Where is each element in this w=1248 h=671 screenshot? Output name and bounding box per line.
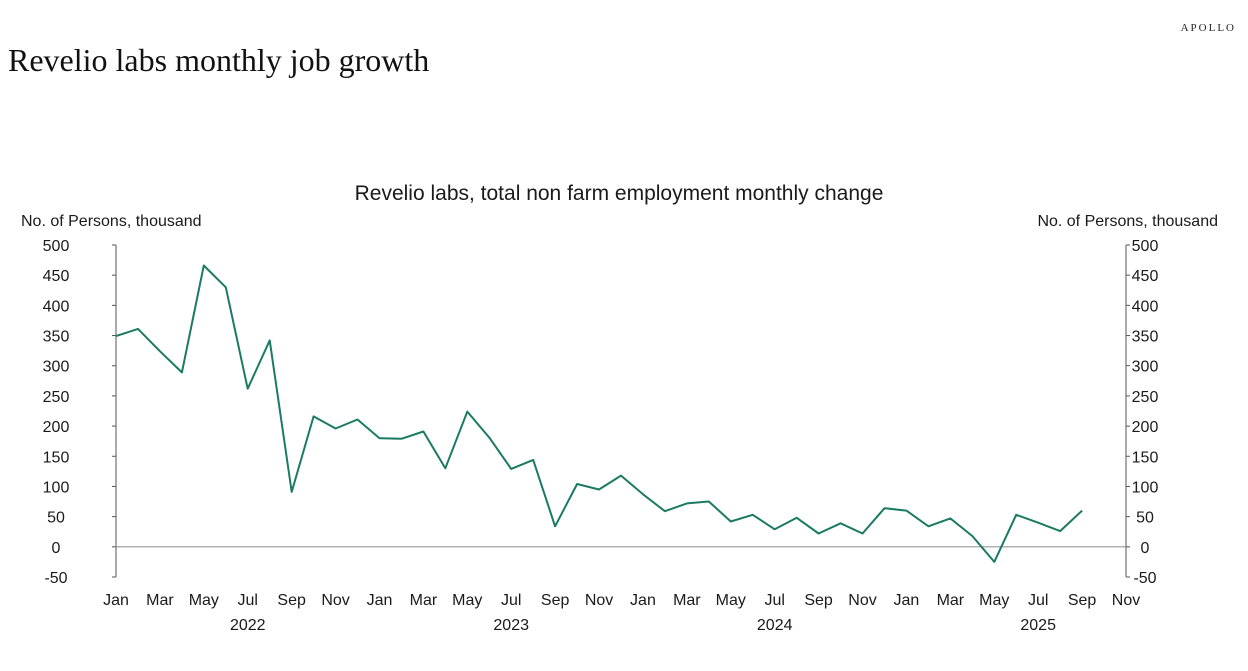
y-tick-label-right: 50	[1136, 510, 1154, 527]
y-tick-label-right: -50	[1133, 570, 1156, 587]
y-tick-label-right: 500	[1132, 238, 1159, 255]
y-tick-label-left: 300	[43, 359, 70, 376]
x-tick-label: Nov	[321, 592, 349, 609]
y-ticks-left: -50 0 50 100 150 200 250 300 350 400 450 500	[43, 238, 116, 587]
x-tick-label: Sep	[541, 592, 570, 609]
x-tick-label: May	[716, 592, 746, 609]
y-axis-left-label: No. of Persons, thousand	[21, 213, 202, 230]
y-tick-label-left: 100	[43, 479, 70, 496]
x-tick-label: Nov	[848, 592, 876, 609]
year-label: 2023	[493, 617, 529, 634]
x-tick-label: May	[979, 592, 1009, 609]
x-tick-label: May	[452, 592, 482, 609]
x-tick-label: Jan	[894, 592, 920, 609]
y-tick-label-left: 400	[43, 298, 70, 315]
axes	[115, 245, 1127, 577]
year-label: 2024	[757, 617, 793, 634]
x-ticks: Jan Mar May Jul Sep Nov Jan Mar May Jul Sep Nov Jan M…	[103, 592, 1140, 609]
year-labels: 2022 2023 2024 2025	[230, 617, 1056, 634]
x-tick-label: Jan	[367, 592, 393, 609]
brand-logo-text: APOLLO	[1180, 22, 1236, 34]
year-label: 2025	[1020, 617, 1056, 634]
y-tick-label-left: 50	[47, 510, 65, 527]
y-tick-label-left: 450	[43, 268, 70, 285]
x-tick-label: Sep	[1068, 592, 1097, 609]
y-tick-label-left: 150	[43, 449, 70, 466]
x-tick-label: Jul	[238, 592, 258, 609]
y-tick-label-left: 500	[43, 238, 70, 255]
y-tick-label-right: 350	[1132, 329, 1159, 346]
y-tick-label-right: 300	[1132, 359, 1159, 376]
x-tick-label: Mar	[673, 592, 701, 609]
x-tick-label: Mar	[937, 592, 965, 609]
y-tick-label-left: 250	[43, 389, 70, 406]
year-label: 2022	[230, 617, 266, 634]
x-tick-label: Mar	[146, 592, 174, 609]
x-tick-label: Jan	[103, 592, 129, 609]
y-tick-label-left: -50	[44, 570, 67, 587]
x-tick-label: Mar	[410, 592, 438, 609]
y-ticks-right: -50 0 50 100 150 200 250 300 350 400 450 500	[1126, 238, 1158, 587]
x-tick-label: May	[189, 592, 219, 609]
x-tick-label: Jan	[630, 592, 656, 609]
y-tick-label-left: 0	[52, 540, 61, 557]
y-tick-label-right: 250	[1132, 389, 1159, 406]
x-tick-label: Nov	[585, 592, 613, 609]
x-tick-label: Nov	[1112, 592, 1140, 609]
chart-title: Revelio labs, total non farm employment …	[355, 182, 884, 205]
x-tick-label: Jul	[501, 592, 521, 609]
page-title: Revelio labs monthly job growth	[8, 42, 430, 78]
y-tick-label-left: 200	[43, 419, 70, 436]
y-tick-label-right: 150	[1132, 449, 1159, 466]
x-tick-label: Jul	[1028, 592, 1048, 609]
x-tick-label: Sep	[804, 592, 833, 609]
x-tick-label: Jul	[764, 592, 784, 609]
y-tick-label-right: 200	[1132, 419, 1159, 436]
y-tick-label-right: 0	[1141, 540, 1150, 557]
y-tick-label-left: 350	[43, 329, 70, 346]
y-tick-label-right: 100	[1132, 479, 1159, 496]
y-tick-label-right: 400	[1132, 298, 1159, 315]
y-axis-right-label: No. of Persons, thousand	[1037, 213, 1218, 230]
series-layer	[115, 264, 1083, 563]
y-tick-label-right: 450	[1132, 268, 1159, 285]
x-tick-label: Sep	[277, 592, 306, 609]
series-line	[115, 264, 1083, 563]
